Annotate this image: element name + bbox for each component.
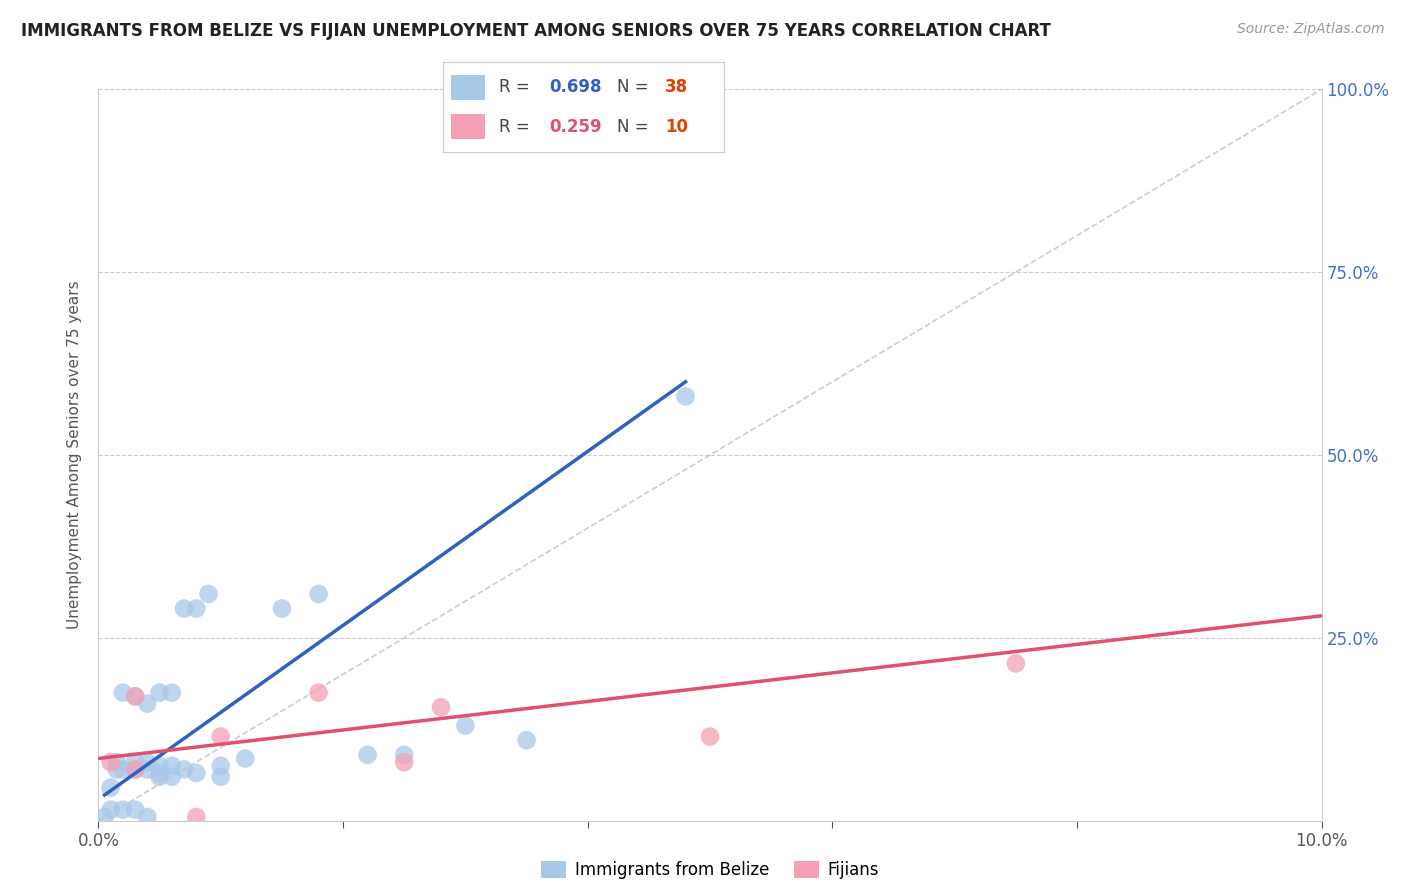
Point — [209, 770, 232, 784]
Point — [100, 803, 122, 817]
Point — [356, 747, 378, 762]
Text: Source: ZipAtlas.com: Source: ZipAtlas.com — [1237, 22, 1385, 37]
Text: R =: R = — [499, 78, 536, 96]
Point — [100, 755, 122, 769]
Point — [100, 780, 122, 795]
FancyBboxPatch shape — [451, 75, 485, 100]
Point — [186, 766, 208, 780]
Point — [173, 763, 195, 777]
Point — [270, 601, 292, 615]
Text: N =: N = — [617, 78, 654, 96]
Point — [124, 690, 146, 704]
Point — [454, 718, 477, 732]
Point — [160, 758, 183, 772]
Point — [149, 758, 172, 772]
Text: 0.259: 0.259 — [550, 118, 602, 136]
Point — [699, 730, 721, 744]
Point — [308, 686, 330, 700]
FancyBboxPatch shape — [451, 114, 485, 139]
Point — [111, 763, 134, 777]
Legend: Immigrants from Belize, Fijians: Immigrants from Belize, Fijians — [534, 854, 886, 886]
Point — [392, 755, 416, 769]
Point — [516, 733, 538, 747]
Point — [124, 763, 146, 777]
Point — [392, 747, 416, 762]
Text: 10: 10 — [665, 118, 688, 136]
Point — [136, 810, 159, 824]
Point — [209, 758, 232, 772]
Point — [124, 763, 146, 777]
Point — [209, 730, 232, 744]
Text: IMMIGRANTS FROM BELIZE VS FIJIAN UNEMPLOYMENT AMONG SENIORS OVER 75 YEARS CORREL: IMMIGRANTS FROM BELIZE VS FIJIAN UNEMPLO… — [21, 22, 1050, 40]
Point — [105, 763, 128, 777]
Point — [149, 766, 172, 780]
Point — [233, 751, 256, 765]
Point — [149, 770, 172, 784]
Point — [186, 601, 208, 615]
Point — [149, 686, 172, 700]
Point — [1004, 657, 1026, 671]
Point — [308, 587, 330, 601]
Point — [111, 686, 134, 700]
Text: 0.698: 0.698 — [550, 78, 602, 96]
Point — [124, 755, 146, 769]
Point — [160, 686, 183, 700]
Point — [111, 803, 134, 817]
Text: R =: R = — [499, 118, 536, 136]
Point — [105, 755, 128, 769]
Y-axis label: Unemployment Among Seniors over 75 years: Unemployment Among Seniors over 75 years — [67, 281, 83, 629]
Point — [93, 810, 115, 824]
Point — [136, 697, 159, 711]
Text: N =: N = — [617, 118, 654, 136]
Point — [430, 700, 453, 714]
Point — [173, 601, 195, 615]
Text: 38: 38 — [665, 78, 688, 96]
Point — [136, 763, 159, 777]
Point — [136, 755, 159, 769]
Point — [197, 587, 219, 601]
Point — [124, 803, 146, 817]
Point — [124, 690, 146, 704]
Point — [186, 810, 208, 824]
Point — [160, 770, 183, 784]
Point — [675, 389, 697, 403]
